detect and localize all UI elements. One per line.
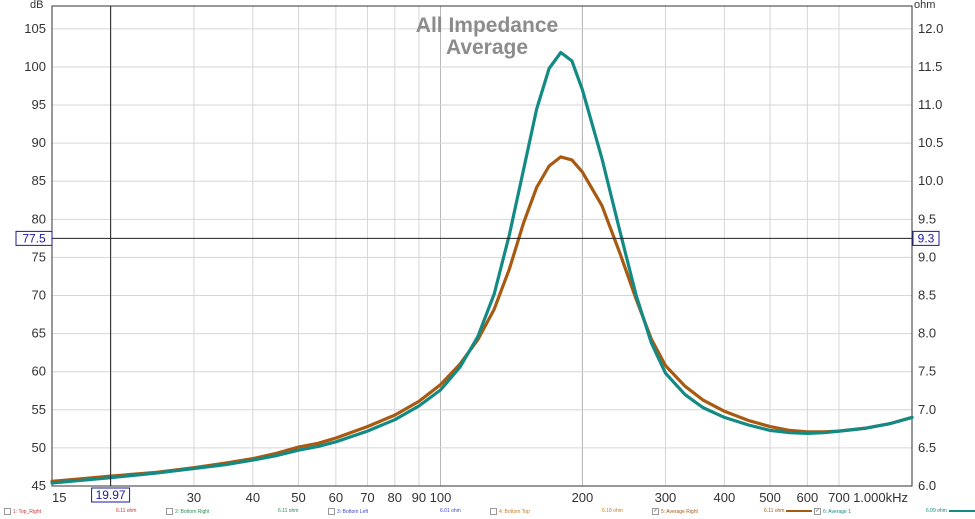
legend-item[interactable]: ✓ 6: Average 1 — [814, 508, 851, 515]
legend-value: 6.01 ohm — [440, 508, 461, 514]
y-right-tick-label: 11.5 — [918, 59, 942, 74]
x-tick-label: 80 — [388, 490, 402, 505]
legend-item[interactable]: 3: Bottom Left — [328, 508, 368, 515]
legend-value-group: 6.09 ohm — [926, 508, 975, 514]
legend-item[interactable]: ✓ 5: Average Right — [652, 508, 698, 515]
legend-label: 1: Top_Right — [13, 508, 41, 515]
legend: 1: Top_Right 6.11 ohm 2: Bottom Right 6.11 … — [0, 505, 975, 519]
series-line — [50, 50, 914, 485]
legend-value-group: 6.01 ohm — [440, 508, 461, 514]
legend-label: 3: Bottom Left — [337, 508, 369, 515]
y-left-tick-label: 75 — [32, 249, 46, 264]
legend-value: 6.09 ohm — [926, 508, 947, 514]
y-left-tick-label: 60 — [32, 364, 46, 379]
y-left-unit: dB — [30, 0, 43, 11]
x-tick-label: 70 — [360, 490, 374, 505]
x-tick-label: 400 — [714, 490, 736, 505]
y-left-tick-label: 55 — [32, 402, 46, 417]
legend-swatch — [786, 510, 813, 512]
grid — [51, 6, 913, 487]
legend-label: 5: Average Right — [661, 508, 698, 515]
y-right-tick-label: 8.5 — [918, 288, 936, 303]
axes: 15 30 40 50 60 70 80 90 100 200 300 400 500 600 700 1.0… — [24, 21, 943, 505]
y-right-tick-label: 7.0 — [918, 402, 936, 417]
x-tick-label: 40 — [246, 490, 260, 505]
y-right-tick-label: 12.0 — [918, 21, 943, 36]
legend-checkbox[interactable] — [4, 508, 11, 515]
legend-checkbox[interactable]: ✓ — [652, 508, 659, 515]
x-tick-label: 100 — [430, 490, 452, 505]
series-layer — [50, 50, 914, 485]
y-right-tick-label: 6.5 — [918, 440, 936, 455]
x-tick-label: 200 — [572, 490, 594, 505]
legend-checkbox[interactable]: ✓ — [814, 508, 821, 515]
legend-value: 6.11 ohm — [278, 508, 299, 514]
y-left-tick-label: 90 — [32, 135, 46, 150]
chart-title-line-1: All Impedance — [416, 14, 558, 37]
cursor[interactable]: 19.97 77.5 9.3 — [15, 6, 940, 503]
legend-item[interactable]: 4: Bottom Top — [490, 508, 530, 515]
legend-swatch — [948, 510, 975, 512]
cursor-y-label-box — [15, 230, 53, 246]
cursor-y-right-label-box — [912, 230, 940, 246]
y-left-tick-label: 80 — [32, 211, 46, 226]
legend-label: 4: Bottom Top — [499, 508, 530, 515]
legend-value-group: 6.11 ohm — [116, 508, 136, 514]
y-left-tick-label: 85 — [32, 173, 46, 188]
y-right-tick-label: 10.0 — [918, 173, 943, 188]
y-left-tick-label: 95 — [32, 97, 46, 112]
y-right-tick-label: 9.5 — [918, 211, 936, 226]
x-tick-label: 500 — [759, 490, 781, 505]
y-right-tick-label: 9.0 — [918, 249, 936, 264]
legend-value: 6.18 ohm — [602, 508, 623, 514]
legend-checkbox[interactable] — [166, 508, 173, 515]
y-right-tick-label: 8.0 — [918, 326, 936, 341]
legend-value-group: 6.11 ohm — [764, 508, 813, 514]
y-left-tick-label: 70 — [32, 288, 46, 303]
legend-item[interactable]: 1: Top_Right — [4, 508, 41, 515]
legend-value-group: 6.11 ohm — [278, 508, 298, 514]
cursor-x-label: 19.97 — [96, 488, 126, 502]
x-tick-label: 30 — [187, 490, 201, 505]
y-left-tick-label: 50 — [32, 440, 46, 455]
y-left-tick-label: 105 — [24, 21, 46, 36]
x-tick-label: 15 — [52, 490, 66, 505]
x-tick-label: 600 — [797, 490, 819, 505]
x-tick-label: 700 — [828, 490, 850, 505]
legend-label: 2: Bottom Right — [175, 508, 210, 515]
series-line — [50, 155, 914, 483]
legend-label: 6: Average 1 — [823, 508, 851, 515]
y-right-tick-label: 10.5 — [918, 135, 943, 150]
legend-value-group: 6.18 ohm — [602, 508, 623, 514]
legend-item[interactable]: 2: Bottom Right — [166, 508, 209, 515]
chart-title-line-2: Average — [446, 36, 528, 59]
cursor-y-right-label: 9.3 — [918, 231, 935, 245]
legend-value: 6.11 ohm — [116, 508, 137, 514]
legend-checkbox[interactable] — [328, 508, 335, 515]
y-left-tick-label: 65 — [32, 326, 46, 341]
legend-checkbox[interactable] — [490, 508, 497, 515]
y-right-tick-label: 6.0 — [918, 478, 936, 493]
legend-value: 6.11 ohm — [764, 508, 785, 514]
y-left-tick-label: 45 — [32, 478, 46, 493]
plot-frame — [51, 5, 913, 487]
y-right-tick-label: 11.0 — [918, 97, 942, 112]
y-right-unit: ohm — [914, 0, 935, 11]
x-tick-label: 90 — [412, 490, 426, 505]
x-tick-label: 50 — [291, 490, 305, 505]
cursor-x-label-box — [91, 487, 131, 503]
y-left-tick-label: 100 — [24, 59, 46, 74]
x-tick-label: 60 — [329, 490, 343, 505]
y-right-tick-label: 7.5 — [918, 364, 936, 379]
x-tick-label: 1.000kHz — [853, 490, 908, 505]
cursor-y-label: 77.5 — [22, 231, 46, 245]
x-tick-label: 300 — [655, 490, 677, 505]
